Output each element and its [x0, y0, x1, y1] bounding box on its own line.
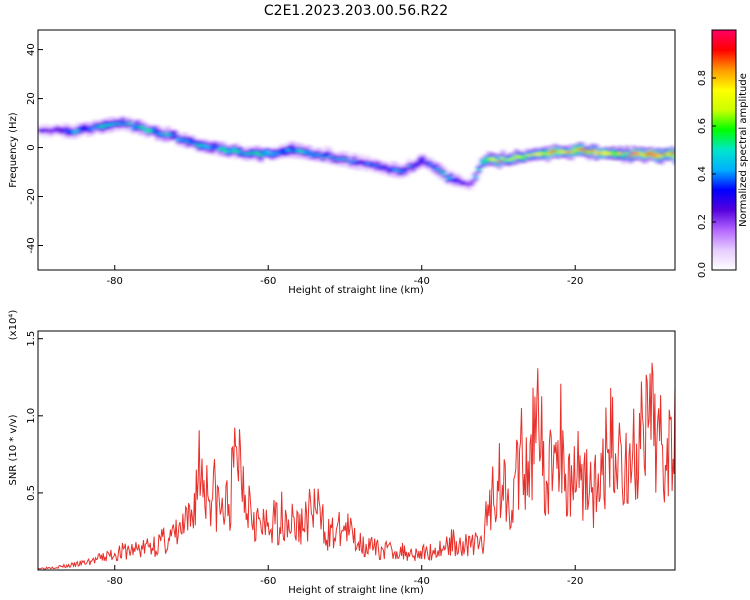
spectrogram-frame: [37, 29, 676, 271]
spectrogram-content: [38, 115, 675, 192]
snr-xlabel: Height of straight line (km): [288, 585, 424, 596]
y-tick-label: 20: [26, 92, 37, 105]
y-tick-label: 40: [26, 43, 37, 56]
colorbar-tick-label: 0.4: [697, 166, 708, 182]
y-tick-label: 1.0: [26, 408, 37, 424]
y-tick-label: -40: [26, 237, 37, 253]
colorbar-tick-label: 0.2: [697, 214, 708, 230]
snr-yscale-label: (x10⁴): [8, 310, 19, 341]
spectrogram-panel: -80 -60 -40 -20 40 20 0 -20 -40 Height of straig…: [8, 29, 676, 296]
colorbar-tick-label: 0.0: [697, 262, 708, 278]
colorbar-label: Normalized spectral amplitude: [738, 73, 749, 227]
y-tick-label: -20: [26, 188, 37, 204]
snr-ylabel: SNR (10 * v/v): [8, 414, 19, 485]
snr-series-line: [38, 362, 675, 570]
snr-panel: -80 -60 -40 -20 0.5 1.0 1.5 Height of straight…: [8, 310, 676, 596]
x-tick-label: -40: [414, 276, 430, 287]
y-tick-label: 0.5: [26, 485, 37, 501]
colorbar-ticks: 0.0 0.2 0.4 0.6 0.8: [697, 70, 716, 278]
x-tick-label: -80: [107, 276, 123, 287]
x-tick-label: -60: [260, 276, 276, 287]
snr-axes: -80 -60 -40 -20 0.5 1.0 1.5: [26, 331, 583, 587]
colorbar-frame: [711, 29, 737, 271]
y-tick-label: 0: [26, 144, 37, 150]
snr-frame: [37, 330, 676, 571]
x-tick-label: -80: [107, 576, 123, 587]
spectrogram-axes: -80 -60 -40 -20 40 20 0 -20 -40: [26, 43, 583, 287]
colorbar-gradient: [712, 30, 736, 270]
x-tick-label: -20: [567, 576, 583, 587]
x-tick-label: -40: [414, 576, 430, 587]
figure-title: C2E1.2023.203.00.56.R22: [264, 3, 448, 19]
x-tick-label: -20: [567, 276, 583, 287]
spectrogram-ridge: [38, 115, 675, 192]
spectrogram-xlabel: Height of straight line (km): [288, 285, 424, 296]
colorbar: 0.0 0.2 0.4 0.6 0.8 Normalized spectral ampl…: [697, 29, 749, 278]
colorbar-tick-label: 0.8: [697, 70, 708, 86]
y-tick-label: 1.5: [26, 331, 37, 347]
x-tick-label: -60: [260, 576, 276, 587]
colorbar-tick-label: 0.6: [697, 118, 708, 134]
spectrogram-ylabel: Frequency (Hz): [8, 112, 19, 188]
